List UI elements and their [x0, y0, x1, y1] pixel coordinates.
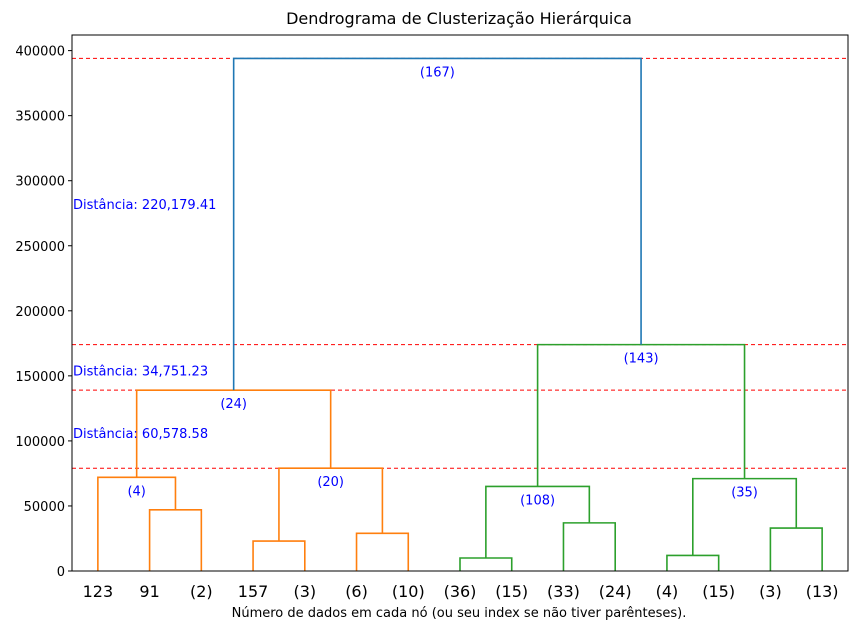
node-count-label: (4): [127, 484, 145, 499]
y-tick-label: 150000: [15, 370, 65, 385]
leaf-label: (36): [444, 582, 477, 601]
node-count-label: (143): [624, 352, 659, 367]
x-axis-label: Número de dados em cada nó (ou seu index…: [232, 606, 687, 621]
leaf-label: (2): [190, 582, 213, 601]
leaf-label: 123: [83, 582, 114, 601]
y-tick-label: 100000: [15, 435, 65, 450]
dendrogram-link: [148, 509, 203, 571]
dendrogram-link: [232, 57, 642, 391]
distance-annotation: Distância: 34,751.23: [73, 365, 208, 380]
distance-annotation: Distância: 220,179.41: [73, 198, 216, 213]
leaf-label: (33): [547, 582, 580, 601]
y-tick-label: 350000: [15, 110, 65, 125]
node-count-label: (20): [317, 475, 344, 490]
y-tick-label: 400000: [15, 45, 65, 60]
dendrogram-link: [562, 522, 616, 571]
dendrogram-link: [355, 532, 410, 571]
node-count-label: (35): [731, 486, 758, 501]
dendrogram-link: [485, 485, 591, 558]
chart-title: Dendrograma de Clusterização Hierárquica: [286, 9, 632, 28]
y-tick-label: 50000: [24, 500, 65, 515]
node-count-label: (24): [220, 397, 247, 412]
distance-annotation: Distância: 60,578.58: [73, 427, 208, 442]
y-tick-label: 300000: [15, 175, 65, 190]
leaf-label: (10): [392, 582, 425, 601]
leaf-label: (15): [495, 582, 528, 601]
leaf-label: (3): [759, 582, 782, 601]
leaf-label: (6): [345, 582, 368, 601]
leaf-label: (3): [293, 582, 316, 601]
y-tick-label: 200000: [15, 305, 65, 320]
dendrogram-link: [252, 540, 306, 571]
plot-area: (4) (20) (24) (108) (35) (143) (167) Distância:…: [15, 45, 848, 601]
node-count-label: (167): [420, 65, 455, 80]
y-tick-label: 250000: [15, 240, 65, 255]
dendrogram-link: [769, 527, 823, 571]
leaf-label: 91: [139, 582, 159, 601]
leaf-label: (4): [656, 582, 679, 601]
dendrogram-link: [666, 554, 720, 571]
node-count-label: (108): [520, 493, 555, 508]
leaf-label: (15): [702, 582, 735, 601]
y-tick-label: 0: [57, 565, 65, 580]
leaf-label: 157: [238, 582, 269, 601]
leaf-label: (13): [806, 582, 839, 601]
dendrogram-link: [459, 557, 513, 571]
leaf-label: (24): [599, 582, 632, 601]
plot-frame: [71, 34, 849, 572]
